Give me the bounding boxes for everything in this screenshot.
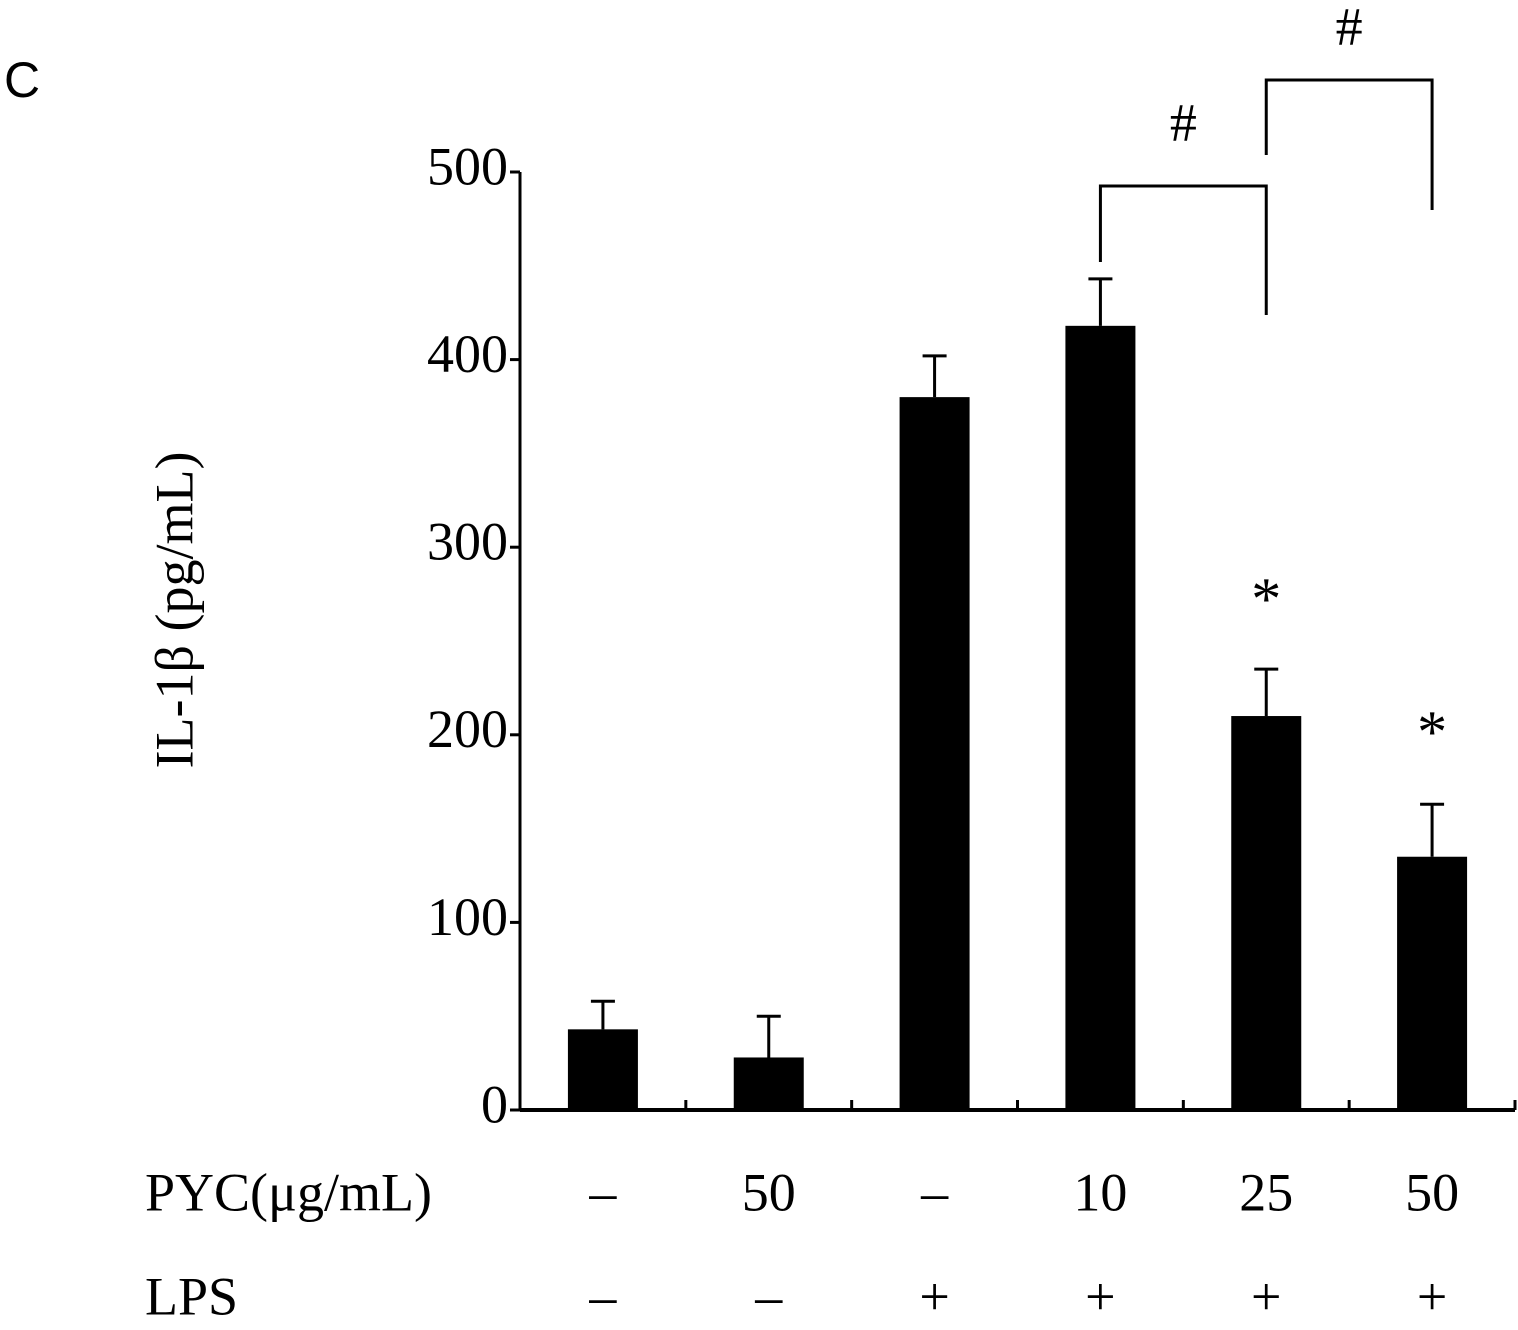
panel-label: C [4, 52, 40, 108]
annotation: * [1251, 566, 1281, 632]
y-tick-label: 300 [427, 512, 508, 572]
annotation: # [1336, 0, 1363, 56]
x-tick-label: 10 [1073, 1162, 1127, 1222]
x-tick-label: + [919, 1266, 949, 1326]
bar [733, 1057, 804, 1110]
bracket [1264, 78, 1434, 210]
x-tick-label: + [1417, 1266, 1447, 1326]
x-tick-label: + [1085, 1266, 1115, 1326]
y-axis-label: IL-1β (pg/mL) [144, 452, 204, 769]
row-label: PYC(μg/mL) [145, 1162, 432, 1222]
y-tick-label: 500 [427, 136, 508, 196]
error-bar [590, 999, 615, 1030]
row-label: LPS [145, 1266, 238, 1326]
x-tick-label: 25 [1239, 1162, 1293, 1222]
y-tick-label: 400 [427, 324, 508, 384]
x-tick-label: – [588, 1266, 617, 1326]
bar [567, 1029, 638, 1110]
y-tick-label: 100 [427, 887, 508, 947]
annotation: * [1417, 699, 1447, 765]
error-bar [922, 354, 947, 398]
error-bar [1254, 667, 1279, 717]
bracket [1098, 184, 1268, 315]
bar [899, 397, 970, 1110]
error-bar [1420, 802, 1445, 857]
bar [1065, 325, 1136, 1110]
bar [1397, 856, 1468, 1110]
y-tick-label: 200 [427, 699, 508, 759]
x-tick-label: 50 [1405, 1162, 1459, 1222]
error-bar [756, 1014, 781, 1058]
y-tick-label: 0 [481, 1074, 508, 1134]
bar [1231, 716, 1302, 1110]
x-tick-label: – [920, 1162, 949, 1222]
x-tick-label: – [754, 1266, 783, 1326]
x-tick-label: + [1251, 1266, 1281, 1326]
error-bar [1088, 277, 1113, 326]
annotation: # [1170, 92, 1197, 152]
x-tick-label: – [588, 1162, 617, 1222]
x-tick-label: 50 [742, 1162, 796, 1222]
